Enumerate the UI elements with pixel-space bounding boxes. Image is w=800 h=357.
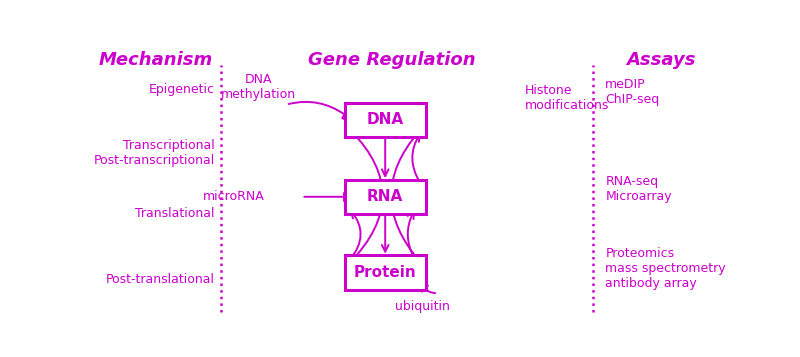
Text: ubiquitin: ubiquitin [395, 300, 450, 313]
Text: RNA-seq
Microarray: RNA-seq Microarray [606, 175, 672, 202]
Text: Transcriptional
Post-transcriptional: Transcriptional Post-transcriptional [94, 139, 214, 167]
Text: microRNA: microRNA [202, 190, 264, 203]
FancyBboxPatch shape [345, 255, 426, 290]
FancyBboxPatch shape [345, 180, 426, 214]
Text: DNA: DNA [366, 112, 404, 127]
Text: Gene Regulation: Gene Regulation [307, 51, 475, 69]
Text: Mechanism: Mechanism [98, 51, 213, 69]
Text: Proteomics
mass spectrometry
antibody array: Proteomics mass spectrometry antibody ar… [606, 247, 726, 290]
Text: Protein: Protein [354, 265, 417, 280]
FancyBboxPatch shape [345, 102, 426, 137]
Text: Histone
modifications: Histone modifications [525, 84, 609, 112]
Text: DNA
methylation: DNA methylation [221, 73, 296, 101]
Text: Assays: Assays [626, 51, 696, 69]
Text: meDIP
ChIP-seq: meDIP ChIP-seq [606, 78, 659, 106]
Text: Post-translational: Post-translational [106, 273, 214, 286]
Text: Translational: Translational [135, 207, 214, 220]
Text: RNA: RNA [367, 189, 403, 204]
Text: Epigenetic: Epigenetic [149, 83, 214, 96]
